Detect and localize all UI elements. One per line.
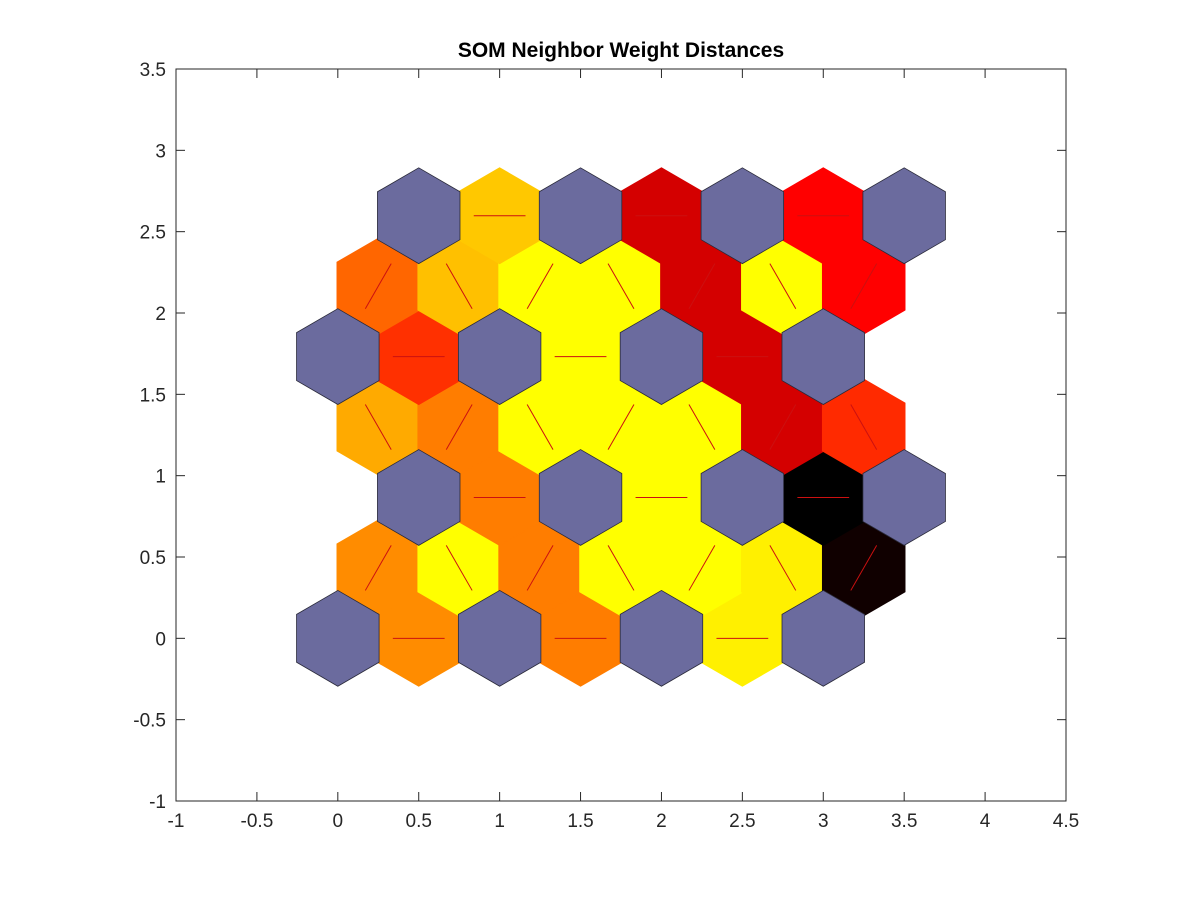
link-line-4 xyxy=(445,545,473,591)
y-tick-label-9: 3.5 xyxy=(140,60,166,81)
neuron-7 xyxy=(862,449,946,546)
x-tick-label-10: 4 xyxy=(980,811,991,832)
neuron-13 xyxy=(538,167,623,265)
y-axis-ticks: -1 -0.5 0 0.5 1 1.5 2 2.5 3 3.5 xyxy=(133,60,1066,813)
link-line-28 xyxy=(769,263,797,309)
link-line-14 xyxy=(445,404,473,450)
link-line-26 xyxy=(607,263,635,309)
x-tick-label-2: 0 xyxy=(333,811,344,832)
link-line-15 xyxy=(526,404,554,450)
neuron-3 xyxy=(781,589,865,687)
neuron-15 xyxy=(862,167,946,265)
y-tick-label-3: 0.5 xyxy=(140,548,166,569)
y-tick-label-6: 2 xyxy=(155,304,166,325)
neuron-12 xyxy=(377,167,461,265)
neuron-14 xyxy=(700,167,785,265)
x-tick-label-1: -0.5 xyxy=(241,811,274,832)
y-tick-label-0: -1 xyxy=(149,792,166,813)
y-tick-label-4: 1 xyxy=(155,467,166,488)
link-line-5 xyxy=(526,545,554,591)
link-line-17 xyxy=(688,404,716,450)
link-line-6 xyxy=(607,545,635,591)
link-line-25 xyxy=(526,263,554,309)
neuron-10 xyxy=(619,308,704,405)
neurons xyxy=(296,167,946,687)
link-line-18 xyxy=(769,404,797,450)
neuron-11 xyxy=(781,308,865,405)
link-line-8 xyxy=(769,545,797,591)
x-tick-label-3: 0.5 xyxy=(406,811,432,832)
neuron-2 xyxy=(619,589,704,687)
neuron-9 xyxy=(457,308,542,405)
neuron-5 xyxy=(538,449,623,546)
link-line-27 xyxy=(688,263,716,309)
x-tick-label-8: 3 xyxy=(818,811,829,832)
neuron-1 xyxy=(457,589,542,687)
y-tick-label-5: 1.5 xyxy=(140,385,166,406)
link-line-7 xyxy=(688,545,716,591)
chart-title: SOM Neighbor Weight Distances xyxy=(458,39,784,62)
link-line-13 xyxy=(364,404,392,450)
x-tick-label-6: 2 xyxy=(656,811,667,832)
link-lines xyxy=(364,215,878,639)
distance-patches xyxy=(336,167,906,687)
x-tick-label-9: 3.5 xyxy=(891,811,917,832)
y-tick-label-2: 0 xyxy=(155,629,166,650)
x-tick-label-4: 1 xyxy=(494,811,505,832)
link-line-19 xyxy=(850,404,878,450)
axes-box xyxy=(175,68,1067,802)
link-line-16 xyxy=(607,404,635,450)
x-axis-ticks: -1 -0.5 0 0.5 1 1.5 2 2.5 3 3.5 4 4.5 xyxy=(168,69,1079,832)
link-line-23 xyxy=(364,263,392,309)
link-line-3 xyxy=(364,545,392,591)
y-tick-label-8: 3 xyxy=(155,141,166,162)
link-line-29 xyxy=(850,263,878,309)
x-tick-label-7: 2.5 xyxy=(729,811,755,832)
neuron-8 xyxy=(296,308,380,405)
y-tick-label-7: 2.5 xyxy=(140,223,166,244)
y-tick-label-1: -0.5 xyxy=(133,711,166,732)
neuron-0 xyxy=(296,589,380,687)
x-tick-label-0: -1 xyxy=(168,811,185,832)
neuron-6 xyxy=(700,449,785,546)
neuron-4 xyxy=(377,449,461,546)
link-line-9 xyxy=(850,545,878,591)
x-tick-label-11: 4.5 xyxy=(1053,811,1079,832)
x-tick-label-5: 1.5 xyxy=(567,811,593,832)
link-line-24 xyxy=(445,263,473,309)
